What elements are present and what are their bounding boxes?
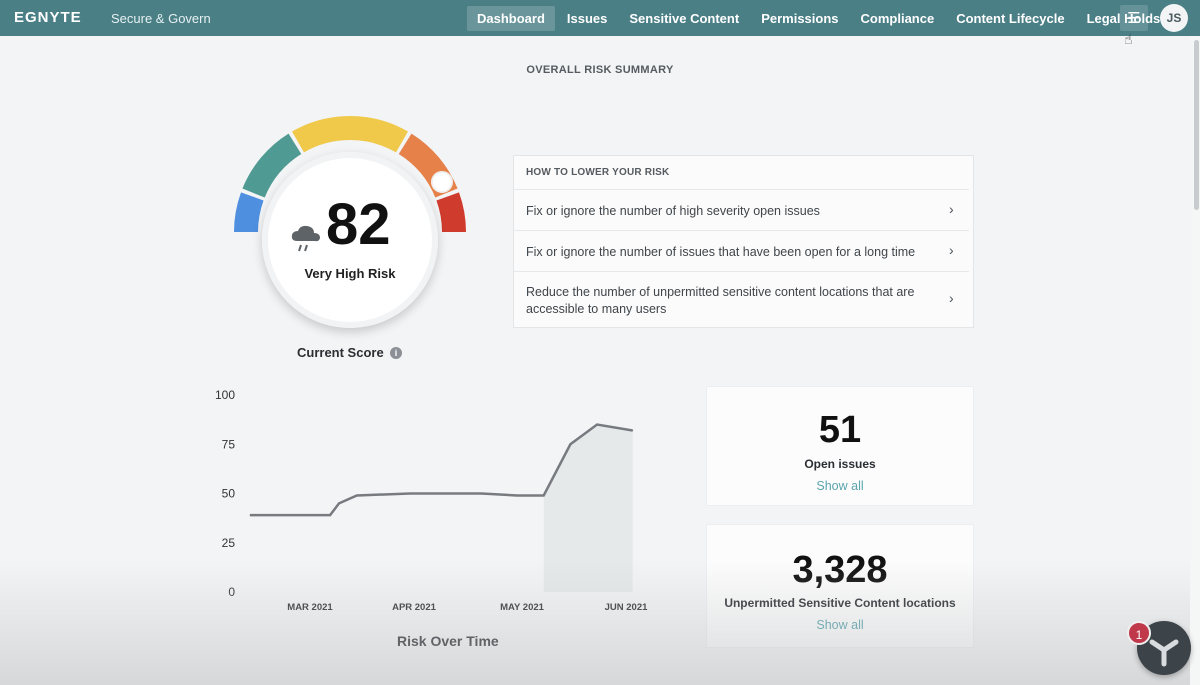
open-issues-show-all-link[interactable]: Show all [816,479,864,493]
egnyte-help-icon [1149,639,1179,667]
chart-title: Risk Over Time [397,633,499,649]
chevron-right-icon: › [949,242,954,258]
y-tick-label: 50 [222,487,236,501]
y-tick-label: 100 [215,388,235,402]
unpermitted-show-all-link[interactable]: Show all [816,618,864,632]
unpermitted-content-value: 3,328 [792,549,888,591]
y-tick-label: 25 [222,536,236,550]
risk-data-point[interactable] [249,514,251,516]
risk-data-point[interactable] [543,494,545,496]
chevron-right-icon: › [949,290,954,306]
lower-risk-item-text: Reduce the number of unpermitted sensiti… [526,285,915,316]
lower-risk-panel: HOW TO LOWER YOUR RISK Fix or ignore the… [513,155,974,328]
nav-permissions[interactable]: Permissions [761,10,839,26]
chevron-right-icon: › [949,201,954,217]
x-tick-label: JUN 2021 [605,602,648,613]
top-navigation-bar: EGNYTE Secure & Govern Dashboard Issues Se… [0,0,1200,36]
risk-data-point[interactable] [329,514,331,516]
lower-risk-item-text: Fix or ignore the number of high severit… [526,204,820,218]
section-title: OVERALL RISK SUMMARY [526,64,674,76]
user-avatar[interactable]: JS [1160,4,1188,32]
risk-data-point[interactable] [632,429,634,431]
nav-legal-holds[interactable]: Legal Holds [1086,10,1161,26]
x-tick-label: MAR 2021 [287,602,333,613]
lower-risk-item[interactable]: Fix or ignore the number of high severit… [514,189,969,230]
risk-gauge [234,116,466,233]
open-issues-value: 51 [818,409,862,451]
risk-data-point[interactable] [596,424,598,426]
gauge-needle-dot [431,171,453,193]
risk-data-point[interactable] [516,494,518,496]
rain-cloud-icon [291,225,320,252]
risk-data-point[interactable] [356,494,358,496]
gauge-segment [292,116,408,153]
y-tick-label: 0 [228,585,235,599]
open-issues-card: 51 Open issues Show all [706,386,974,506]
risk-data-point[interactable] [338,502,340,504]
chart-area-fill [543,424,633,592]
product-name: Secure & Govern [111,11,211,26]
nav-issues[interactable]: Issues [566,10,608,26]
x-tick-label: MAY 2021 [500,602,545,613]
egnyte-logo[interactable]: EGNYTE [14,9,82,26]
risk-data-point[interactable] [311,514,313,516]
risk-over-time-chart: 100 75 50 25 0 MAR 2021 APR 2021 MAY 2021 JUN 20… [215,388,648,613]
notification-badge: 1 [1127,621,1151,645]
scrollbar-track[interactable] [1190,36,1200,685]
nav-dashboard[interactable]: Dashboard [467,5,555,31]
gauge-segment [436,192,466,233]
current-score-label: Current Score [297,345,384,360]
risk-data-point[interactable] [480,493,482,494]
y-tick-label: 75 [222,437,236,451]
score-dial [262,152,438,328]
info-icon[interactable]: i [390,347,402,359]
pointer-cursor-icon: ☝ [1124,31,1133,47]
lower-risk-item[interactable]: Fix or ignore the number of issues that … [514,230,969,271]
risk-score-value: 82 [326,192,391,257]
risk-level-label: Very High Risk [304,266,396,281]
scrollbar-thumb[interactable] [1194,40,1199,210]
unpermitted-content-card: 3,328 Unpermitted Sensitive Content loca… [706,524,974,648]
main-nav: Dashboard Issues Sensitive Content Permissi… [467,5,1172,31]
risk-data-point[interactable] [534,494,536,496]
unpermitted-content-label: Unpermitted Sensitive Content locations [724,596,956,610]
hamburger-icon[interactable]: ☰ [1120,5,1148,31]
lower-risk-title: HOW TO LOWER YOUR RISK [526,167,670,178]
risk-data-point[interactable] [409,493,411,494]
nav-content-lifecycle[interactable]: Content Lifecycle [956,10,1065,26]
gauge-segment [234,192,264,233]
risk-data-point[interactable] [569,443,571,445]
x-tick-label: APR 2021 [392,602,437,613]
gauge-segment [242,133,302,198]
lower-risk-item-text: Fix or ignore the number of issues that … [526,245,916,259]
open-issues-label: Open issues [804,457,876,471]
lower-risk-item[interactable]: Reduce the number of unpermitted sensiti… [514,271,969,327]
nav-compliance[interactable]: Compliance [860,10,935,26]
nav-sensitive-content[interactable]: Sensitive Content [629,10,740,26]
